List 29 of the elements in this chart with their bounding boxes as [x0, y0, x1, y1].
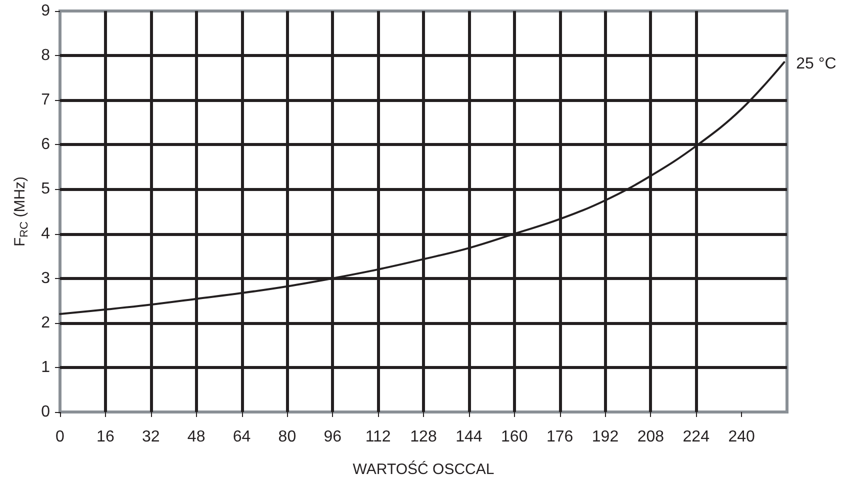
x-tick-label: 112: [365, 428, 391, 446]
y-tick-label: 8: [41, 47, 50, 64]
x-tick-label: 128: [410, 428, 437, 446]
x-tick-label: 80: [278, 428, 296, 446]
x-tick-label: 144: [456, 428, 482, 446]
x-tick-label: 176: [546, 428, 574, 446]
y-tick-label: 9: [41, 2, 50, 20]
y-tick-label: 3: [41, 270, 50, 287]
y-tick-label: 7: [41, 92, 50, 109]
y-tick-label: 2: [41, 314, 50, 332]
x-tick-label: 96: [324, 428, 342, 446]
y-tick-label: 4: [41, 225, 50, 242]
x-tick-label: 64: [232, 428, 251, 446]
x-tick-label: 240: [728, 428, 756, 446]
series-label: 25 °C: [796, 56, 836, 73]
x-axis-title: WARTOŚĆ OSCCAL: [352, 460, 494, 478]
y-tick-label: 6: [41, 136, 50, 154]
y-tick-label: 1: [41, 358, 50, 376]
y-tick-label: 0: [41, 404, 50, 420]
x-tick-label: 224: [682, 428, 710, 446]
y-tick-label: 5: [41, 180, 50, 198]
x-tick-label: 0: [56, 428, 65, 446]
x-tick-label: 192: [592, 428, 619, 446]
x-tick-label: 16: [96, 428, 114, 446]
x-tick-label: 208: [637, 428, 664, 446]
x-tick-label: 48: [187, 428, 206, 446]
x-tick-label: 160: [501, 428, 528, 446]
y-axis-title: FRC (MHz): [12, 176, 30, 247]
x-tick-label: 32: [142, 428, 160, 446]
